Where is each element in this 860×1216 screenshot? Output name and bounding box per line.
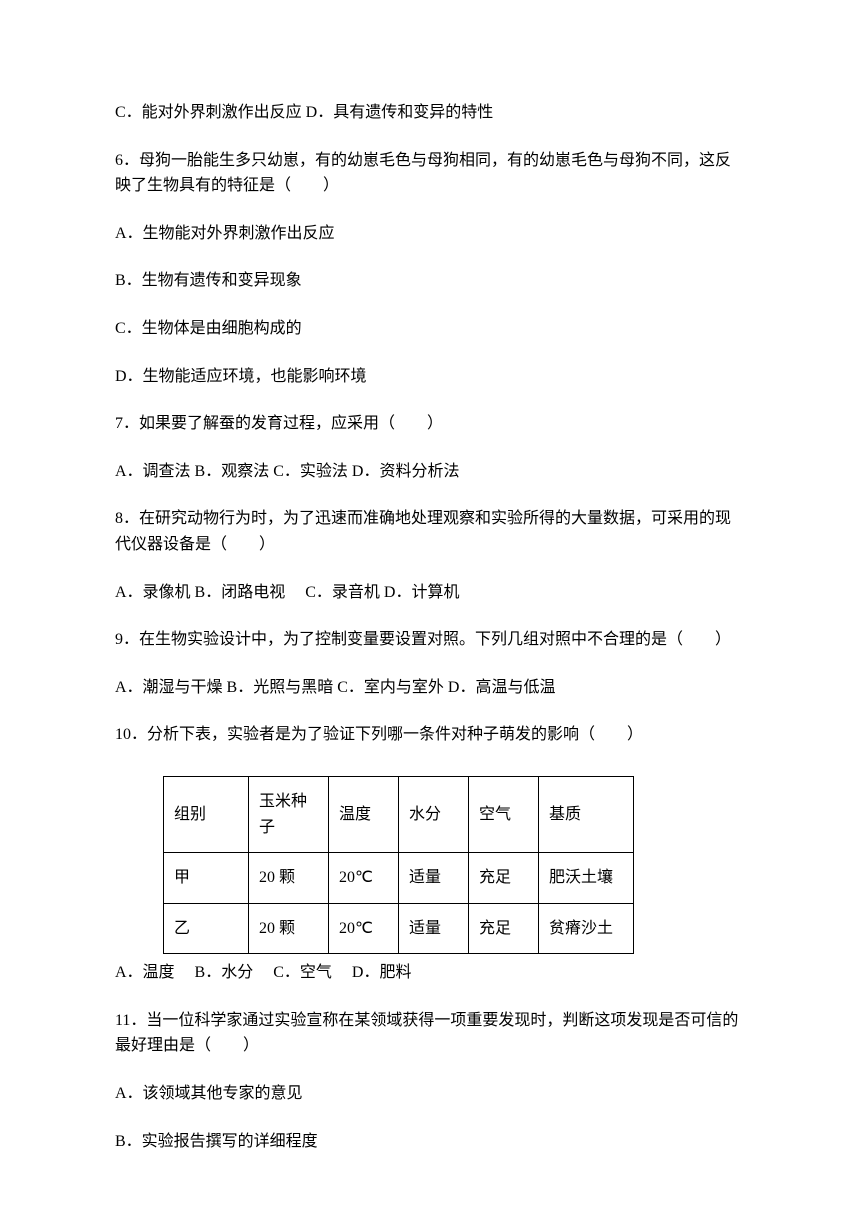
table-cell: 适量 [399,853,469,904]
table-cell: 20 颗 [249,853,329,904]
question-7-options: A．调查法 B．观察法 C．实验法 D．资料分析法 [115,459,745,485]
question-10-options: A．温度 B．水分 C．空气 D．肥料 [115,960,745,986]
table-header-cell: 组别 [164,776,249,852]
question-6-stem: 6．母狗一胎能生多只幼崽，有的幼崽毛色与母狗相同，有的幼崽毛色与母狗不同，这反映… [115,148,745,199]
table-header-cell: 空气 [469,776,539,852]
question-11-option-b: B．实验报告撰写的详细程度 [115,1129,745,1155]
table-cell: 20 颗 [249,903,329,954]
table-cell: 乙 [164,903,249,954]
table-header-cell: 水分 [399,776,469,852]
table-cell: 充足 [469,903,539,954]
question-7-stem: 7．如果要了解蚕的发育过程，应采用（ ） [115,411,745,437]
table-row: 乙 20 颗 20℃ 适量 充足 贫瘠沙土 [164,903,634,954]
question-6-option-b: B．生物有遗传和变异现象 [115,268,745,294]
question-8-options: A．录像机 B．闭路电视 C．录音机 D．计算机 [115,580,745,606]
question-11-option-a: A．该领域其他专家的意见 [115,1081,745,1107]
table-cell: 20℃ [329,853,399,904]
question-10-stem: 10．分析下表，实验者是为了验证下列哪一条件对种子萌发的影响（ ） [115,722,745,748]
table-cell: 贫瘠沙土 [539,903,634,954]
table-row: 甲 20 颗 20℃ 适量 充足 肥沃土壤 [164,853,634,904]
table-cell: 肥沃土壤 [539,853,634,904]
table-header-cell: 玉米种子 [249,776,329,852]
table-cell: 20℃ [329,903,399,954]
table-header-cell: 温度 [329,776,399,852]
question-10-table: 组别 玉米种子 温度 水分 空气 基质 甲 20 颗 20℃ 适量 充足 肥沃土… [163,776,634,954]
question-9-options: A．潮湿与干燥 B．光照与黑暗 C．室内与室外 D．高温与低温 [115,675,745,701]
table-cell: 甲 [164,853,249,904]
question-6-option-d: D．生物能适应环境，也能影响环境 [115,364,745,390]
question-11-stem: 11．当一位科学家通过实验宣称在某领域获得一项重要发现时，判断这项发现是否可信的… [115,1008,745,1059]
question-8-stem: 8．在研究动物行为时，为了迅速而准确地处理观察和实验所得的大量数据，可采用的现代… [115,506,745,557]
question-6-option-a: A．生物能对外界刺激作出反应 [115,221,745,247]
table-cell: 充足 [469,853,539,904]
table-cell: 适量 [399,903,469,954]
table-header-row: 组别 玉米种子 温度 水分 空气 基质 [164,776,634,852]
table-header-cell: 基质 [539,776,634,852]
prev-question-options: C．能对外界刺激作出反应 D．具有遗传和变异的特性 [115,100,745,126]
question-6-option-c: C．生物体是由细胞构成的 [115,316,745,342]
question-9-stem: 9．在生物实验设计中，为了控制变量要设置对照。下列几组对照中不合理的是（ ） [115,627,745,653]
